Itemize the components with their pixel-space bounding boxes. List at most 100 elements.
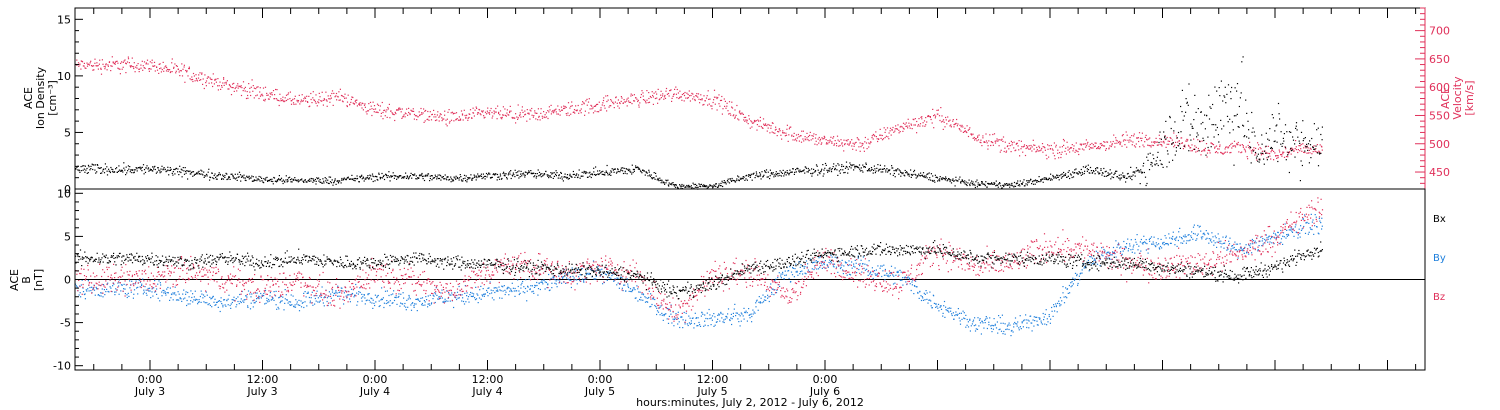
velocity-point xyxy=(299,103,301,105)
velocity-point xyxy=(1038,147,1041,149)
by-point xyxy=(752,313,754,315)
by-point xyxy=(807,269,809,271)
density-point xyxy=(243,174,245,176)
by-point xyxy=(464,292,466,294)
velocity-point xyxy=(476,107,478,109)
velocity-point xyxy=(1299,150,1301,152)
density-point xyxy=(227,178,229,180)
velocity-point xyxy=(282,96,284,98)
density-point xyxy=(1210,107,1212,109)
density-point xyxy=(121,170,123,172)
by-point xyxy=(365,300,367,302)
velocity-point xyxy=(735,114,737,116)
velocity-point xyxy=(227,88,229,90)
by-point xyxy=(208,303,210,305)
velocity-point xyxy=(978,134,980,136)
velocity-point xyxy=(789,126,791,128)
by-point xyxy=(491,297,493,299)
density-point xyxy=(1269,128,1271,130)
velocity-point xyxy=(566,114,568,116)
velocity-point xyxy=(786,124,788,126)
by-point xyxy=(425,296,427,298)
density-point xyxy=(1048,177,1050,179)
by-point xyxy=(804,272,806,274)
by-point xyxy=(777,284,779,286)
density-point xyxy=(878,168,880,170)
by-point xyxy=(259,296,261,298)
density-point xyxy=(514,169,516,171)
velocity-point xyxy=(594,105,596,107)
by-point xyxy=(169,299,171,301)
by-point xyxy=(286,299,288,301)
velocity-point xyxy=(870,141,872,143)
density-point xyxy=(780,171,782,173)
velocity-point xyxy=(747,123,749,125)
velocity-point xyxy=(798,136,800,138)
density-point xyxy=(455,175,457,177)
density-point xyxy=(409,175,411,177)
velocity-point xyxy=(527,112,529,114)
velocity-point xyxy=(1319,151,1321,153)
density-point xyxy=(673,185,675,187)
velocity-point xyxy=(204,74,206,76)
density-point xyxy=(749,174,751,176)
velocity-point xyxy=(629,101,632,103)
by-point xyxy=(145,292,147,294)
density-point xyxy=(814,170,817,172)
density-point xyxy=(765,171,767,174)
velocity-point xyxy=(433,116,435,118)
by-point xyxy=(450,294,452,296)
density-point xyxy=(818,171,820,174)
by-point xyxy=(620,276,622,278)
density-point xyxy=(96,171,98,173)
density-point xyxy=(1075,168,1077,170)
velocity-point xyxy=(648,97,650,100)
density-point xyxy=(521,173,523,175)
velocity-point xyxy=(797,133,799,136)
velocity-point xyxy=(107,64,109,66)
velocity-point xyxy=(180,70,182,72)
density-point xyxy=(370,175,372,177)
velocity-point xyxy=(647,102,649,104)
density-point xyxy=(924,176,926,179)
density-point xyxy=(1233,115,1235,117)
density-point xyxy=(578,169,580,171)
density-point xyxy=(475,175,478,177)
density-point xyxy=(126,172,128,174)
velocity-point xyxy=(582,101,584,103)
velocity-point xyxy=(565,113,567,115)
by-point xyxy=(182,293,184,295)
density-point xyxy=(1164,137,1166,139)
density-point xyxy=(116,171,118,173)
velocity-point xyxy=(867,138,869,140)
by-point xyxy=(503,285,505,287)
by-point xyxy=(227,304,229,306)
density-point xyxy=(183,173,186,175)
by-point xyxy=(785,274,787,276)
by-point xyxy=(505,291,507,293)
density-point xyxy=(688,184,690,186)
velocity-point xyxy=(547,110,549,112)
velocity-point xyxy=(429,111,431,113)
velocity-point xyxy=(1114,146,1116,148)
by-point xyxy=(666,308,669,310)
velocity-point xyxy=(311,102,313,104)
velocity-point xyxy=(434,119,437,122)
density-point xyxy=(1094,173,1096,175)
density-point xyxy=(221,177,223,180)
velocity-point xyxy=(1221,152,1223,154)
density-point xyxy=(1179,147,1181,149)
velocity-point xyxy=(1224,151,1226,153)
by-point xyxy=(364,297,366,299)
velocity-point xyxy=(732,115,734,117)
velocity-point xyxy=(453,120,455,122)
by-point xyxy=(129,287,131,289)
by-point xyxy=(343,303,345,305)
density-point xyxy=(916,176,918,178)
velocity-point xyxy=(699,102,701,104)
by-point xyxy=(778,272,780,274)
velocity-point xyxy=(1255,153,1257,155)
density-point xyxy=(615,172,618,174)
by-point xyxy=(483,295,485,297)
velocity-point xyxy=(373,111,375,113)
